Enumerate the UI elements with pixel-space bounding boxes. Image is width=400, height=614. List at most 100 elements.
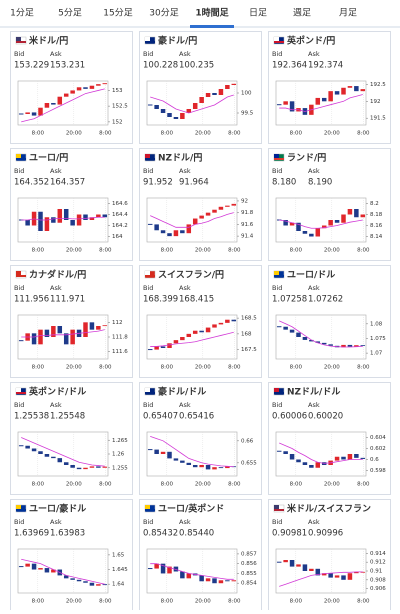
time-label: 8:00 xyxy=(32,248,45,254)
moving-average xyxy=(150,563,234,580)
candle xyxy=(225,319,230,323)
candle xyxy=(57,209,63,223)
tab[interactable]: 1分足 xyxy=(10,8,34,19)
candle xyxy=(334,575,340,578)
candle xyxy=(51,456,56,459)
candle xyxy=(51,326,56,337)
moving-average xyxy=(150,436,234,468)
candle xyxy=(283,326,288,330)
flag xyxy=(145,41,155,43)
time-label: 20:00 xyxy=(324,131,340,137)
candle xyxy=(302,337,308,340)
candle xyxy=(154,563,159,569)
chart-frame xyxy=(17,431,109,477)
pair-name[interactable]: 米ドル/円 xyxy=(28,35,68,47)
candle xyxy=(199,575,204,582)
candle xyxy=(315,97,321,105)
tab[interactable]: 5分足 xyxy=(58,8,82,19)
y-tick-label: 0.914 xyxy=(370,551,386,557)
y-tick-label: 112 xyxy=(112,320,123,326)
time-label: 20:00 xyxy=(324,482,340,488)
candle xyxy=(309,233,314,237)
ask-label: Ask xyxy=(179,50,191,58)
candle xyxy=(347,573,353,580)
tab[interactable]: 30分足 xyxy=(149,8,178,19)
pair-name[interactable]: カナダドル/円 xyxy=(29,269,86,281)
candle xyxy=(31,563,37,570)
time-label: 8:00 xyxy=(161,482,174,488)
flag xyxy=(16,509,26,511)
pair-name[interactable]: ユーロ/円 xyxy=(29,153,68,164)
time-label: 8:00 xyxy=(161,365,174,371)
time-label: 8:00 xyxy=(228,599,241,605)
candle xyxy=(76,579,82,582)
candle xyxy=(167,233,172,237)
pair-name[interactable]: 米ドル/スイスフラン xyxy=(286,503,371,515)
time-label: 20:00 xyxy=(66,365,82,371)
time-label: 8:00 xyxy=(357,599,370,605)
candle xyxy=(76,467,82,470)
pair-name[interactable]: ランド/円 xyxy=(287,153,326,164)
time-label: 8:00 xyxy=(32,482,45,488)
time-label: 20:00 xyxy=(195,599,211,605)
time-label: 8:00 xyxy=(32,365,45,371)
pair-name[interactable]: NZドル/円 xyxy=(158,153,202,164)
flag xyxy=(145,392,155,394)
ask-value: 1.63983 xyxy=(50,529,85,539)
candle xyxy=(38,107,43,116)
candle xyxy=(199,97,204,103)
tab[interactable]: 週足 xyxy=(293,8,311,19)
pair-name[interactable]: ユーロ/豪ドル xyxy=(29,503,86,515)
flag xyxy=(145,158,155,160)
candle xyxy=(315,462,321,468)
candle xyxy=(83,581,88,583)
bid-value: 1.07258 xyxy=(272,295,307,305)
time-label: 20:00 xyxy=(66,248,82,254)
candle xyxy=(70,329,75,345)
tab[interactable]: 月足 xyxy=(339,8,357,19)
pair-name[interactable]: 豪ドル/円 xyxy=(158,35,197,47)
candle xyxy=(160,109,166,113)
pair-name[interactable]: ユーロ/英ポンド xyxy=(158,503,224,515)
candle xyxy=(296,222,301,231)
bid-label: Bid xyxy=(14,284,24,292)
pair-name[interactable]: NZドル/ドル xyxy=(287,387,340,398)
candle xyxy=(212,93,217,95)
time-label: 8:00 xyxy=(161,131,174,137)
pair-name[interactable]: ユーロ/ドル xyxy=(287,270,335,281)
time-label: 8:00 xyxy=(290,248,303,254)
flag xyxy=(274,158,284,160)
chart-frame xyxy=(17,197,109,243)
flag xyxy=(145,388,150,392)
flag xyxy=(145,37,150,41)
moving-average xyxy=(21,329,105,338)
tab[interactable]: 15分足 xyxy=(103,8,132,19)
pair-name[interactable]: 英ポンド/ドル xyxy=(28,386,86,398)
candle xyxy=(289,454,295,460)
tab[interactable]: 1時間足 xyxy=(195,7,229,19)
chart-frame xyxy=(146,197,238,243)
tab[interactable]: 日足 xyxy=(249,8,267,19)
pair-name[interactable]: スイスフラン/円 xyxy=(158,270,224,281)
chart-frame xyxy=(275,197,367,243)
candle xyxy=(173,566,179,572)
candle xyxy=(186,224,192,234)
candle xyxy=(70,90,75,94)
candle xyxy=(205,212,211,216)
candle xyxy=(231,580,237,582)
y-tick-label: 8.18 xyxy=(370,212,383,218)
candle xyxy=(302,564,308,571)
candle xyxy=(173,458,179,461)
pair-name[interactable]: 豪ドル/ドル xyxy=(158,386,206,398)
ask-label: Ask xyxy=(179,401,191,409)
candle xyxy=(289,560,295,567)
time-label: 8:00 xyxy=(357,365,370,371)
candle xyxy=(70,465,75,468)
bid-value: 0.90981 xyxy=(272,529,307,539)
time-label: 20:00 xyxy=(66,131,82,137)
candle xyxy=(25,563,30,567)
candle xyxy=(315,228,321,237)
pair-name[interactable]: 英ポンド/円 xyxy=(286,35,335,47)
bid-label: Bid xyxy=(143,167,153,175)
flag xyxy=(274,275,284,277)
